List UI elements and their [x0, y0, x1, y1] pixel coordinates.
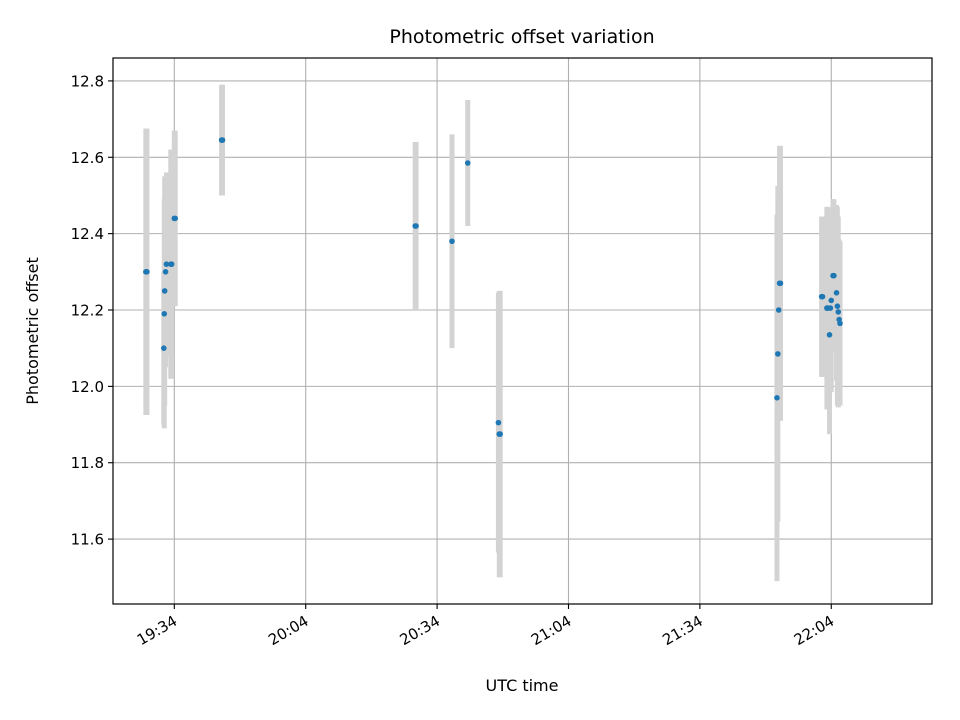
data-point [161, 345, 167, 351]
data-point [837, 320, 843, 327]
data-point [827, 305, 834, 311]
data-point [775, 351, 781, 357]
data-point [449, 238, 455, 245]
data-point [826, 332, 833, 338]
data-point [172, 215, 178, 222]
data-point [162, 269, 169, 275]
data-point [833, 290, 840, 296]
data-point [168, 261, 175, 267]
data-point [831, 272, 837, 279]
plot-frame [112, 57, 933, 605]
data-point [163, 261, 170, 267]
data-point [161, 311, 168, 317]
data-point [835, 309, 842, 315]
data-point [495, 419, 502, 426]
y-tick-label: 12.0 [71, 378, 104, 396]
data-point [161, 288, 168, 294]
chart-title: Photometric offset variation [389, 26, 654, 48]
data-point [819, 293, 826, 300]
data-point [413, 223, 419, 229]
data-point [775, 307, 782, 313]
data-point [219, 137, 226, 143]
data-points [143, 137, 843, 437]
data-point [774, 395, 780, 401]
y-tick-label: 12.4 [71, 225, 104, 243]
y-tick-label: 11.8 [71, 454, 104, 472]
y-axis-title: Photometric offset [23, 257, 42, 405]
y-tick-label: 12.2 [71, 302, 104, 320]
data-point [834, 303, 841, 309]
data-point [497, 431, 503, 437]
data-point [464, 160, 471, 166]
x-axis-title: UTC time [486, 676, 559, 695]
data-point [828, 297, 835, 304]
data-point [777, 280, 784, 287]
y-tick-label: 11.6 [71, 531, 104, 549]
y-tick-label: 12.8 [71, 72, 104, 90]
y-tick-label: 12.6 [71, 149, 104, 167]
data-point [144, 269, 150, 275]
